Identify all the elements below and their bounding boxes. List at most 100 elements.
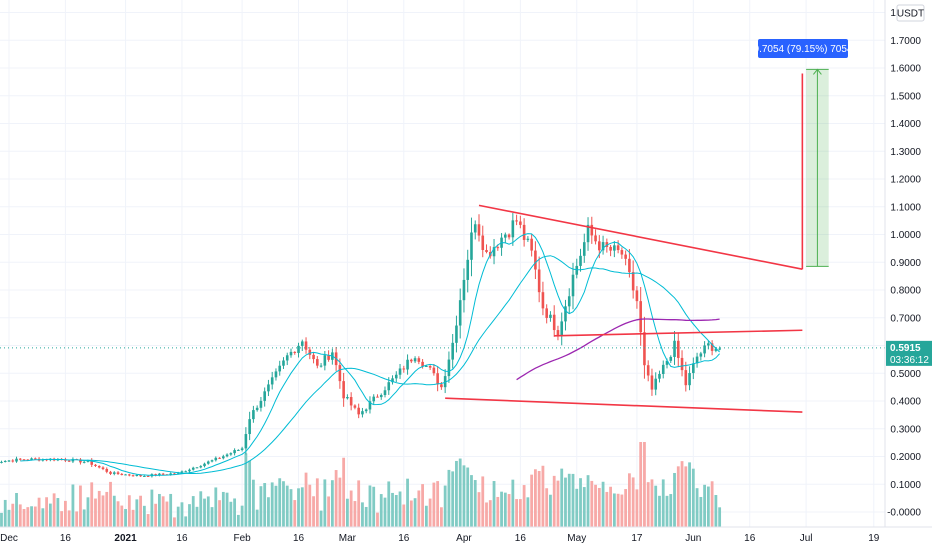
volume-2021-01-23 <box>206 496 210 527</box>
volume-2021-04-30 <box>571 473 575 527</box>
candle-2021-05-13-body <box>620 250 624 255</box>
volume-bars <box>0 442 722 527</box>
volume-2021-02-12 <box>282 481 285 527</box>
candle-2021-05-03-body <box>582 242 586 256</box>
y-tick-10: 0.8000 <box>890 286 921 297</box>
candle-2021-02-05-body <box>255 407 259 411</box>
candle-2021-03-09-body <box>376 396 379 398</box>
candle-2021-04-09-body <box>492 247 496 257</box>
candle-2021-02-03-body <box>248 419 251 435</box>
candle-2021-05-16-body <box>631 272 635 291</box>
volume-2021-01-16 <box>180 502 184 527</box>
volume-2020-12-08 <box>33 506 37 527</box>
candle-2020-12-04-body <box>18 458 22 460</box>
volume-2021-05-03 <box>582 487 586 527</box>
volume-2021-06-02 <box>695 488 699 527</box>
volume-2021-02-10 <box>274 485 278 527</box>
volume-2021-02-18 <box>304 472 308 527</box>
candle-2021-04-24-body <box>549 314 552 318</box>
volume-2021-05-17 <box>635 489 639 527</box>
volume-2021-04-19 <box>530 474 534 527</box>
candlesticks <box>0 212 721 478</box>
candle-2021-02-01-body <box>240 448 244 450</box>
volume-2021-01-18 <box>188 504 191 527</box>
candle-2021-01-17-body <box>184 471 188 473</box>
candle-2021-03-17-body <box>406 359 409 370</box>
y-tick-3: 1.5000 <box>890 91 921 102</box>
volume-2021-04-09 <box>492 481 496 527</box>
volume-2020-12-23 <box>90 482 94 527</box>
volume-2020-12-10 <box>41 508 45 527</box>
candle-2020-12-06-body <box>26 459 30 461</box>
volume-2021-04-18 <box>526 497 530 527</box>
volume-2021-05-04 <box>586 475 590 527</box>
volume-2021-04-24 <box>549 494 552 527</box>
candle-2021-01-01-body <box>124 474 127 476</box>
currency-label[interactable]: USDT <box>896 4 925 22</box>
volume-2021-03-02 <box>349 490 353 527</box>
candle-2021-05-14-body <box>624 254 627 259</box>
x-tick-3: 16 <box>176 533 188 544</box>
candle-2021-01-20-body <box>195 467 199 469</box>
candle-2021-04-26-body <box>556 330 560 337</box>
candle-2021-05-21-body <box>650 375 654 390</box>
candle-2021-01-07-body <box>146 475 150 477</box>
candle-2021-01-27-body <box>222 456 225 459</box>
volume-2021-01-09 <box>154 503 158 527</box>
candle-2020-12-24-body <box>94 464 97 466</box>
volume-2021-03-08 <box>372 486 376 527</box>
candle-2021-05-06-body <box>594 235 597 242</box>
volume-2021-05-25 <box>665 495 669 527</box>
volume-2021-02-15 <box>293 500 297 527</box>
trend-drawings <box>445 68 829 413</box>
x-tick-13: 16 <box>744 533 756 544</box>
volume-2021-02-26 <box>334 470 338 527</box>
y-tick-14: 0.4000 <box>890 397 921 408</box>
candle-2021-03-21-body <box>421 361 424 367</box>
candle-2021-03-16-body <box>402 368 406 370</box>
candle-2021-04-19-body <box>530 238 533 251</box>
candle-2021-04-06-body <box>481 235 485 250</box>
volume-2021-03-18 <box>409 500 413 527</box>
measure-label: 0.7054 (79.15%) 7054 <box>754 39 853 58</box>
volume-2021-05-01 <box>575 488 579 527</box>
volume-2021-01-30 <box>233 498 236 527</box>
volume-2021-04-03 <box>470 475 473 527</box>
volume-2021-05-28 <box>676 466 680 527</box>
candle-2021-01-31-body <box>237 449 240 451</box>
x-tick-2: 2021 <box>114 533 137 544</box>
volume-2021-06-08 <box>718 507 722 527</box>
candle-2021-03-15-body <box>398 368 402 375</box>
candle-2021-01-03-body <box>131 475 135 477</box>
y-tick-17: 0.1000 <box>890 480 921 491</box>
volume-2020-12-26 <box>101 495 105 527</box>
candle-2020-12-02-body <box>11 460 15 462</box>
volume-2021-04-15 <box>515 499 518 527</box>
candle-2021-05-18-body <box>639 301 642 333</box>
candle-2021-02-07-body <box>263 391 266 401</box>
time-axis[interactable]: Dec 16 2021 16 Feb 16 Mar 16 Apr 16 May 17 Jun 16 Jul 1… <box>0 533 880 544</box>
candle-2021-03-05-body <box>361 411 364 415</box>
candle-2021-01-02-body <box>128 474 131 476</box>
candle-2021-03-27-body <box>443 376 447 388</box>
volume-2020-12-17 <box>67 510 71 527</box>
candle-2021-04-14-body <box>511 220 515 238</box>
volume-2021-03-22 <box>424 505 428 527</box>
volume-2021-05-14 <box>624 489 628 527</box>
volume-2020-12-19 <box>75 511 79 527</box>
candle-2021-05-31-body <box>688 373 691 386</box>
volume-2021-04-04 <box>473 480 477 527</box>
volume-2021-05-27 <box>673 472 676 527</box>
ma-long-line <box>516 318 720 381</box>
volume-2021-03-23 <box>428 498 432 527</box>
volume-2021-02-17 <box>300 487 304 527</box>
volume-2021-02-03 <box>248 460 252 527</box>
volume-2021-02-05 <box>255 509 259 527</box>
candle-2021-02-20-body <box>312 354 315 360</box>
x-tick-5: 16 <box>293 533 305 544</box>
candle-2021-05-28-body <box>676 340 680 358</box>
candle-2020-12-23-body <box>90 460 94 465</box>
volume-2020-12-25 <box>97 490 101 527</box>
